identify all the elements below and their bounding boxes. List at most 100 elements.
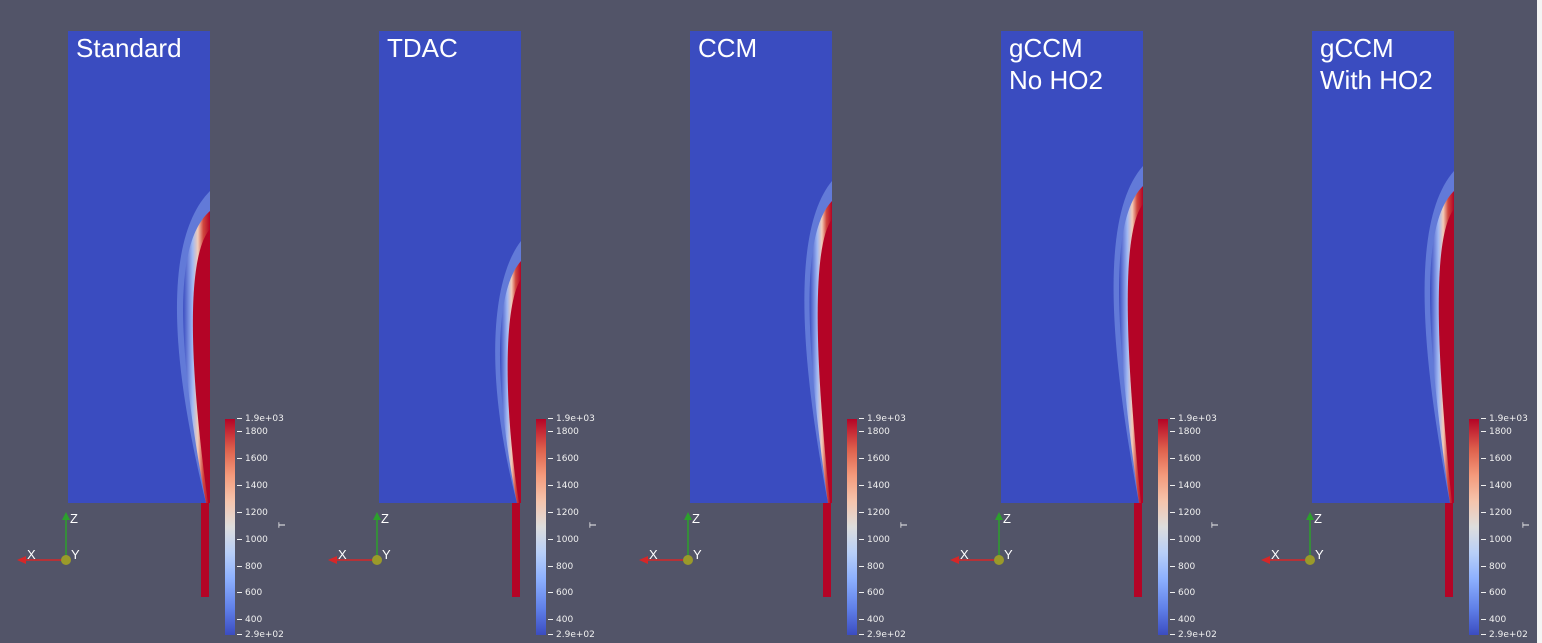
colorbar-tick-label: 800 (548, 562, 573, 572)
temperature-field (379, 31, 521, 503)
colorbar-tick-label: 1600 (1170, 454, 1201, 464)
colorbar-tick-label: 2.9e+02 (859, 630, 906, 640)
axis-label-z: Z (1003, 511, 1011, 526)
panel-title: gCCM With HO2 (1320, 33, 1433, 95)
colorbar-tick-label: 1400 (548, 481, 579, 491)
colorbar-tick-label: 1800 (237, 427, 268, 437)
flame-core (817, 219, 832, 503)
colorbar-tick-label: 1000 (1170, 535, 1201, 545)
colorbar-tick-label: 1200 (859, 508, 890, 518)
orientation-axes: Z X Y (638, 510, 708, 570)
axis-label-y: Y (71, 547, 80, 562)
colorbar-tick-label: 2.9e+02 (548, 630, 595, 640)
temperature-field (690, 31, 832, 503)
colorbar-tick-label: 2.9e+02 (1481, 630, 1528, 640)
axis-label-x: X (649, 547, 658, 562)
axis-label-x: X (338, 547, 347, 562)
result-panel: Standard 1.9e+03 1800 1600 1400 1200 1000 800 60… (17, 0, 368, 643)
colorbar-tick-label: 600 (1170, 588, 1195, 598)
orientation-axes: Z X Y (949, 510, 1019, 570)
colorbar-title: T (1521, 522, 1532, 528)
result-panel: gCCM No HO2 1.9e+03 1800 1600 1400 1200 1000 80… (950, 0, 1301, 643)
fuel-inlet (512, 503, 520, 597)
colorbar-tick-label: 1200 (237, 508, 268, 518)
colorbar-tick-label: 1800 (1170, 427, 1201, 437)
axis-label-y: Y (382, 547, 391, 562)
axis-label-y: Y (1315, 547, 1324, 562)
fuel-inlet (1445, 503, 1453, 597)
colorbar (536, 419, 546, 635)
axis-label-z: Z (381, 511, 389, 526)
result-panel: CCM 1.9e+03 1800 1600 1400 1200 1000 800 600 400 2… (639, 0, 990, 643)
orientation-axes: Z X Y (327, 510, 397, 570)
colorbar-tick-label: 1600 (859, 454, 890, 464)
colorbar-tick-label: 1.9e+03 (1170, 414, 1217, 424)
colorbar-tick-label: 1.9e+03 (548, 414, 595, 424)
colorbar-tick-label: 1600 (237, 454, 268, 464)
result-panel: TDAC 1.9e+03 1800 1600 1400 1200 1000 800 600 400… (328, 0, 679, 643)
fuel-inlet (201, 503, 209, 597)
colorbar-tick-label: 1000 (237, 535, 268, 545)
axis-label-y: Y (1004, 547, 1013, 562)
colorbar-tick-label: 800 (859, 562, 884, 572)
colorbar-tick-label: 1400 (1481, 481, 1512, 491)
colorbar-tick-label: 400 (1170, 615, 1195, 625)
panel-title: gCCM No HO2 (1009, 33, 1103, 95)
axis-label-x: X (1271, 547, 1280, 562)
axis-label-z: Z (692, 511, 700, 526)
colorbar (847, 419, 857, 635)
colorbar-tick-label: 400 (859, 615, 884, 625)
colorbar-tick-label: 600 (237, 588, 262, 598)
colorbar-tick-label: 1800 (859, 427, 890, 437)
colorbar-tick-label: 1200 (1481, 508, 1512, 518)
temperature-field (1312, 31, 1454, 503)
colorbar-tick-label: 400 (548, 615, 573, 625)
colorbar-tick-label: 2.9e+02 (1170, 630, 1217, 640)
axis-label-z: Z (70, 511, 78, 526)
axis-label-z: Z (1314, 511, 1322, 526)
colorbar-tick-label: 600 (1481, 588, 1506, 598)
axis-label-x: X (960, 547, 969, 562)
colorbar-tick-label: 1200 (548, 508, 579, 518)
colorbar (1469, 419, 1479, 635)
colorbar-title: T (277, 522, 288, 528)
flame-core (507, 279, 521, 503)
colorbar-tick-label: 1.9e+03 (237, 414, 284, 424)
colorbar-tick-label: 1400 (1170, 481, 1201, 491)
colorbar (1158, 419, 1168, 635)
axis-label-x: X (27, 547, 36, 562)
colorbar-tick-label: 1400 (859, 481, 890, 491)
colorbar-tick-label: 1400 (237, 481, 268, 491)
colorbar-title: T (899, 522, 910, 528)
colorbar-tick-label: 2.9e+02 (237, 630, 284, 640)
colorbar-tick-label: 1600 (1481, 454, 1512, 464)
flame-core (1438, 209, 1454, 503)
colorbar-tick-label: 800 (237, 562, 262, 572)
temperature-field (1001, 31, 1143, 503)
panel-title: CCM (698, 33, 758, 63)
colorbar-title: T (1210, 522, 1221, 528)
orientation-axes: Z X Y (16, 510, 86, 570)
fuel-inlet (1134, 503, 1142, 597)
fuel-inlet (823, 503, 831, 597)
colorbar-tick-label: 1800 (548, 427, 579, 437)
colorbar-tick-label: 1000 (859, 535, 890, 545)
colorbar-tick-label: 1.9e+03 (859, 414, 906, 424)
colorbar-tick-label: 1000 (1481, 535, 1512, 545)
colorbar-tick-label: 1600 (548, 454, 579, 464)
colorbar-tick-label: 600 (548, 588, 573, 598)
flame-core (1127, 204, 1143, 503)
colorbar-tick-label: 800 (1170, 562, 1195, 572)
axis-label-y: Y (693, 547, 702, 562)
colorbar-tick-label: 400 (1481, 615, 1506, 625)
colorbar-tick-label: 400 (237, 615, 262, 625)
colorbar (225, 419, 235, 635)
orientation-axes: Z X Y (1260, 510, 1330, 570)
panel-title: Standard (76, 33, 182, 63)
colorbar-tick-label: 1000 (548, 535, 579, 545)
viewport-border (1537, 0, 1542, 643)
colorbar-tick-label: 600 (859, 588, 884, 598)
panel-title: TDAC (387, 33, 458, 63)
colorbar-tick-label: 800 (1481, 562, 1506, 572)
